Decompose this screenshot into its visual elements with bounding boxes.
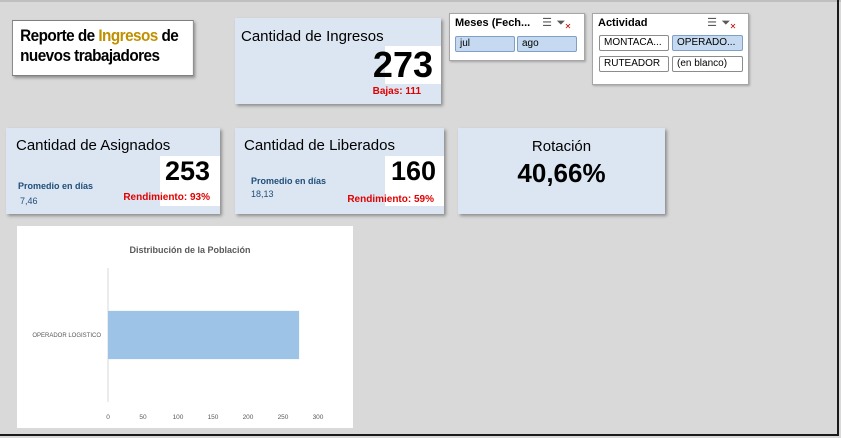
slicer-meses-item-jul[interactable]: jul bbox=[455, 36, 515, 52]
card-liberados-avg-label: Promedio en días bbox=[251, 176, 327, 186]
population-chart-svg: Distribución de la Población OPERADOR LOG… bbox=[32, 245, 324, 421]
card-asignados-avg-value: 7,46 bbox=[20, 196, 38, 206]
card-asignados-title: Cantidad de Asignados bbox=[16, 137, 171, 154]
report-title-line2: nuevos trabajadores bbox=[20, 46, 160, 65]
card-ingresos-title: Cantidad de Ingresos bbox=[241, 28, 384, 45]
slicer-actividad-item-en-blanco[interactable]: (en blanco) bbox=[672, 56, 743, 72]
report-title-accent: Ingresos bbox=[98, 26, 158, 45]
card-rotacion: Rotación 40,66% bbox=[458, 128, 665, 214]
slicer-meses-icons: ☰ ⏷ ✕ bbox=[540, 16, 572, 31]
chart-x-tick-3: 150 bbox=[208, 414, 219, 421]
card-ingresos: Cantidad de Ingresos 273 Bajas: 111 bbox=[235, 18, 441, 104]
card-ingresos-note: Bajas: 111 bbox=[372, 86, 421, 97]
card-asignados: Cantidad de Asignados 253 Promedio en dí… bbox=[6, 128, 220, 214]
card-liberados-title: Cantidad de Liberados bbox=[244, 137, 395, 154]
chart-bar-0 bbox=[108, 310, 300, 360]
frame-bottom-border bbox=[0, 434, 839, 436]
card-rotacion-value: 40,66% bbox=[517, 158, 606, 188]
card-asignados-avg-label: Promedio en días bbox=[18, 181, 94, 191]
slicer-actividad-header: Actividad bbox=[598, 17, 648, 29]
frame-right-border bbox=[837, 0, 839, 436]
card-liberados: Cantidad de Liberados 160 Promedio en dí… bbox=[235, 128, 444, 214]
multi-select-icon[interactable]: ☰ bbox=[707, 17, 717, 29]
card-asignados-value-bg bbox=[160, 156, 220, 206]
clear-filter-icon[interactable]: ⏷ ✕ bbox=[721, 17, 737, 31]
card-liberados-note: Rendimiento: 59% bbox=[347, 194, 434, 205]
report-title-suffix: de bbox=[157, 26, 179, 45]
report-title-line1: Reporte de Ingresos de bbox=[20, 26, 193, 46]
chart-title: Distribución de la Población bbox=[129, 245, 250, 255]
report-title-box: Reporte de Ingresos de nuevos trabajador… bbox=[12, 20, 194, 76]
slicer-actividad-item-montacargas[interactable]: MONTACA... bbox=[599, 35, 669, 51]
slicer-actividad: Actividad ☰ ⏷ ✕ MONTACA... OPERADO... RUTE… bbox=[592, 13, 749, 85]
slicer-meses-item-ago[interactable]: ago bbox=[517, 36, 577, 52]
card-asignados-value: 253 bbox=[164, 156, 210, 186]
chart-x-tick-6: 300 bbox=[313, 414, 324, 421]
population-chart: Distribución de la Población OPERADOR LOG… bbox=[17, 226, 353, 428]
slicer-actividad-item-operador[interactable]: OPERADO... bbox=[672, 35, 743, 51]
card-ingresos-value: 273 bbox=[372, 44, 433, 85]
frame-top-border bbox=[0, 0, 841, 2]
chart-x-tick-0: 0 bbox=[106, 414, 110, 421]
card-liberados-value: 160 bbox=[390, 156, 436, 186]
slicer-actividad-item-ruteador[interactable]: RUTEADOR bbox=[599, 56, 669, 72]
card-rotacion-title: Rotación bbox=[531, 138, 592, 155]
chart-x-tick-4: 200 bbox=[243, 414, 254, 421]
chart-x-tick-2: 100 bbox=[173, 414, 184, 421]
slicer-actividad-icons: ☰ ⏷ ✕ bbox=[705, 16, 737, 31]
chart-x-tick-1: 50 bbox=[139, 414, 147, 421]
chart-category-label-0: OPERADOR LOGISTICO bbox=[32, 333, 101, 339]
card-asignados-note: Rendimiento: 93% bbox=[123, 192, 210, 203]
card-ingresos-value-bg bbox=[385, 46, 441, 84]
slicer-meses-header: Meses (Fech... bbox=[455, 17, 531, 29]
chart-x-tick-5: 250 bbox=[278, 414, 289, 421]
slicer-meses: Meses (Fech... ☰ ⏷ ✕ jul ago bbox=[449, 13, 585, 61]
multi-select-icon[interactable]: ☰ bbox=[542, 17, 552, 29]
card-liberados-avg-value: 18,13 bbox=[251, 189, 274, 199]
card-liberados-value-bg bbox=[385, 156, 444, 206]
report-title-prefix: Reporte de bbox=[20, 26, 99, 45]
clear-filter-icon[interactable]: ⏷ ✕ bbox=[556, 17, 572, 31]
